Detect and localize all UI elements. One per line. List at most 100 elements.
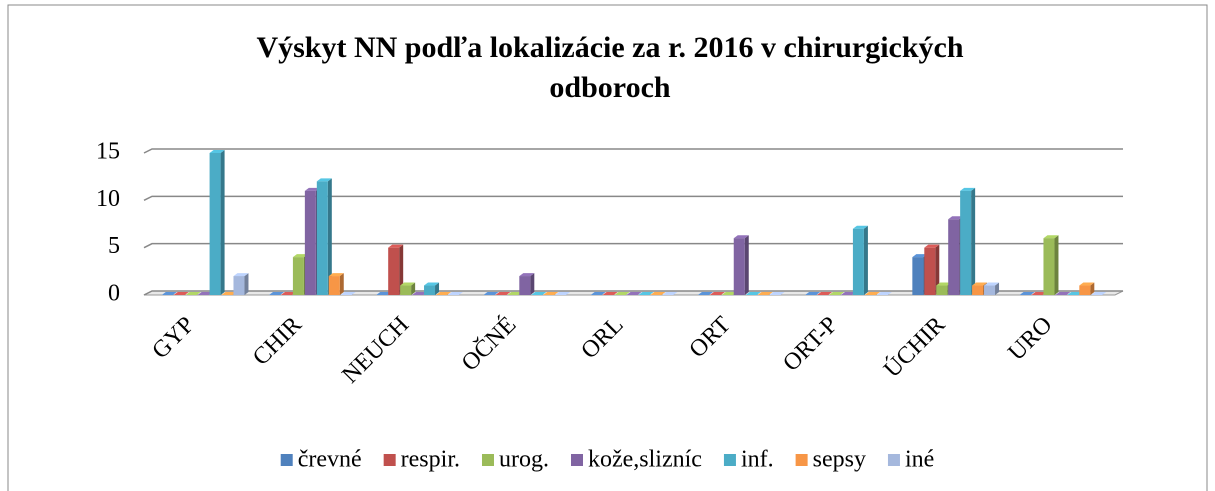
bar-top [447,292,463,295]
legend-swatch [481,454,494,466]
chart-title: Výskyt NN podľa lokalizácie za r. 2016 v… [256,31,964,104]
bar-top [1043,235,1059,239]
legend-label: inf. [741,447,774,473]
bar-top [233,273,249,277]
bar-top [829,292,845,295]
bar-top [733,235,749,239]
bar-side [744,235,749,295]
bar-side [863,225,868,295]
bar [519,276,531,295]
bar [316,181,328,295]
legend-swatch [383,454,396,466]
bar-top [209,150,225,153]
chart-border [7,4,1208,491]
bar-top [316,178,332,182]
bar-top [638,292,654,295]
bar-side [244,273,249,295]
bar-top [197,292,213,295]
legend-swatch [887,454,900,466]
bar-top [626,292,642,295]
legend-label: črevné [298,447,362,473]
bar [424,285,436,295]
bar [924,247,936,295]
x-tick-label: CHIR [248,312,307,371]
bar-top [960,187,976,191]
bar-side [339,273,344,295]
bar-top [721,292,737,295]
bar-top [757,292,773,295]
bar-top [185,292,201,295]
y-tick-label: 0 [108,281,120,307]
bar [400,285,412,295]
bar [304,190,316,295]
legend-label: respir. [401,447,460,473]
bar-top [340,292,356,295]
bar-top [1067,292,1083,295]
bar-top [697,292,713,295]
bar [233,276,245,295]
grid-line [143,195,1123,202]
x-tick-label: ORL [576,312,628,364]
bar-top [400,282,416,286]
bar-side [411,282,416,295]
x-tick-label: ORT [685,312,737,364]
bar-side [220,150,225,295]
bar-side [971,187,976,295]
bar-top [805,292,821,295]
bar-top [376,292,392,295]
bar-top [650,292,666,295]
bar [948,219,960,295]
bar-top [864,292,880,295]
bar [388,247,400,295]
grid-line [143,242,1123,249]
bar-top [495,292,511,295]
x-tick-label: ORT-P [778,312,843,377]
bar [984,285,996,295]
bar-top [531,292,547,295]
bar [209,153,221,295]
bar-top [852,225,868,229]
bar-top [269,292,285,295]
bar-side [1090,282,1095,295]
bar [733,238,745,295]
bar-top [555,292,571,295]
bar-top [876,292,892,295]
bar [328,276,340,295]
bar [852,228,864,295]
bar [912,257,924,295]
bar-side [435,282,440,295]
bar-top [507,292,523,295]
legend: črevné respir. urog. kože,slizníc inf. sepsy i… [280,447,934,473]
bar-top [221,292,237,295]
bar-top [412,292,428,295]
x-tick-label: GYP [147,312,199,364]
y-tick-label: 10 [96,186,120,212]
bar-top [1079,282,1095,286]
bar-top [972,282,988,286]
bar-top [840,292,856,295]
bar-top [1055,292,1071,295]
legend-swatch [570,454,583,466]
bar-top [912,254,928,258]
bar [1043,238,1055,295]
grid-line [143,290,1123,296]
bar-top [614,292,630,295]
legend-label: iné [905,447,934,473]
bar-top [602,292,618,295]
grid-line [143,148,1123,154]
y-tick-label: 15 [96,139,120,165]
bar-top [388,244,404,248]
legend-label: urog. [499,447,549,473]
bar-side [530,273,535,295]
legend-swatch [280,454,293,466]
x-tick-label: ÚCHIR [878,311,950,383]
bar-top [173,292,189,295]
legend-label: sepsy [813,447,866,473]
bar [936,285,948,295]
bar [960,190,972,295]
bar-top [1091,292,1107,295]
y-tick-label: 5 [108,233,120,259]
bar [972,285,984,295]
